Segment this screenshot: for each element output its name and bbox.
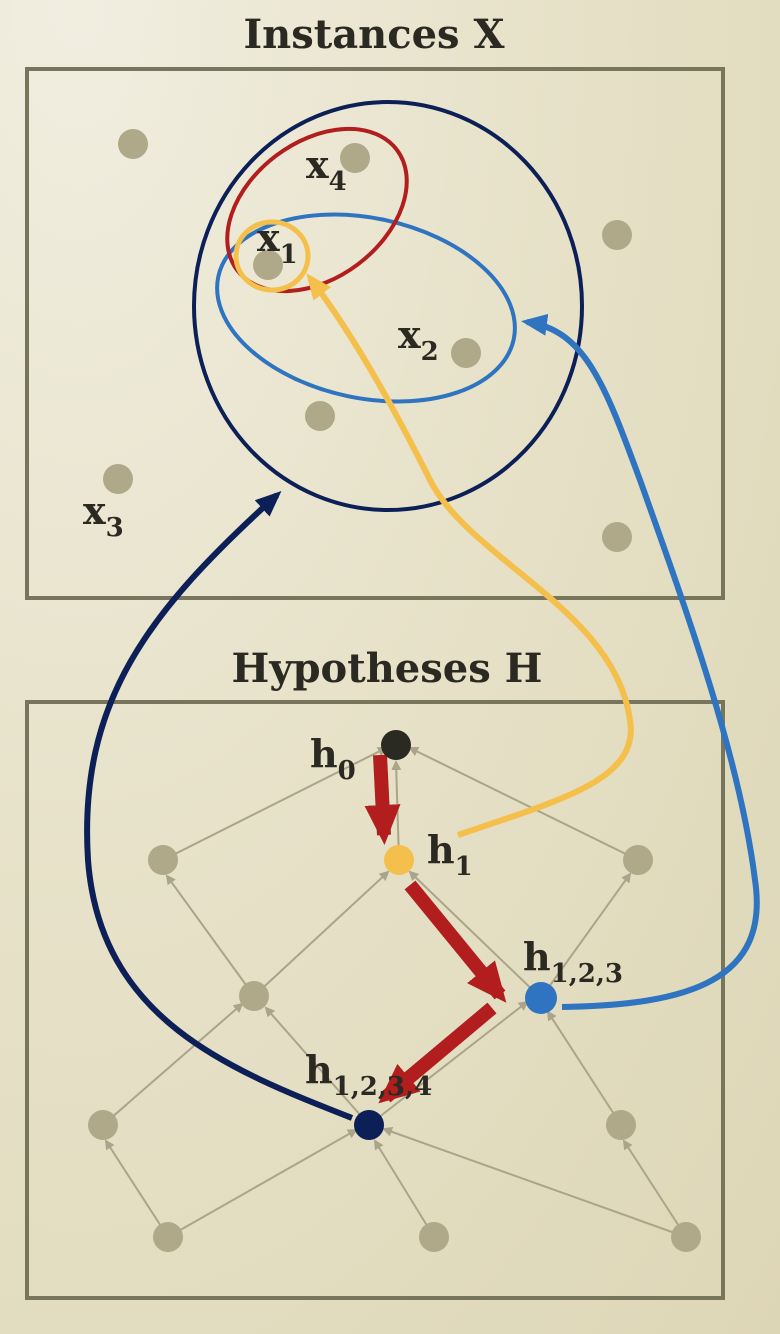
label-x4: x4 <box>306 142 347 197</box>
label-x2: x2 <box>398 312 439 367</box>
label-h0: h0 <box>310 731 356 786</box>
hypothesis-node <box>239 981 269 1011</box>
hypotheses-frame <box>25 700 725 1300</box>
mapping-curve-h1234 <box>84 490 354 1121</box>
hypothesis-node-h123 <box>525 982 557 1014</box>
mapping-curve-h123 <box>521 313 760 1010</box>
label-x1: x1 <box>257 215 298 270</box>
region-h1 <box>233 219 311 293</box>
instance-point <box>602 522 632 552</box>
instance-point-x1 <box>253 250 283 280</box>
instance-point-x2 <box>451 338 481 368</box>
lattice-edges <box>102 747 687 1238</box>
hypothesis-node-h1 <box>384 845 414 875</box>
hypothesis-node <box>671 1222 701 1252</box>
instance-point-x3 <box>103 464 133 494</box>
search-arrow-h123-h1234 <box>378 1002 497 1104</box>
label-h1234: h1,2,3,4 <box>305 1047 432 1102</box>
label-h1: h1 <box>427 827 473 882</box>
hypothesis-node <box>88 1110 118 1140</box>
instance-point <box>305 401 335 431</box>
instance-point <box>118 129 148 159</box>
region-h123 <box>215 212 517 404</box>
mapping-curve-h1 <box>306 273 634 838</box>
instances-frame <box>25 67 725 600</box>
hypotheses-title: Hypotheses H <box>232 645 543 692</box>
label-x3: x3 <box>83 488 124 543</box>
hypothesis-node <box>419 1222 449 1252</box>
hypothesis-node <box>153 1222 183 1252</box>
hypothesis-node <box>148 845 178 875</box>
hypothesis-node <box>623 845 653 875</box>
search-arrow-h1-h123 <box>404 880 507 1003</box>
hypothesis-node-h1234 <box>354 1110 384 1140</box>
instances-title: Instances X <box>243 11 504 58</box>
label-h123: h1,2,3 <box>523 934 623 989</box>
instance-point <box>602 220 632 250</box>
instance-point-x4 <box>340 143 370 173</box>
search-arrow-h0-h1 <box>364 754 401 845</box>
hypothesis-node-h0 <box>381 730 411 760</box>
region-h1234 <box>192 100 584 512</box>
hypothesis-node <box>606 1110 636 1140</box>
